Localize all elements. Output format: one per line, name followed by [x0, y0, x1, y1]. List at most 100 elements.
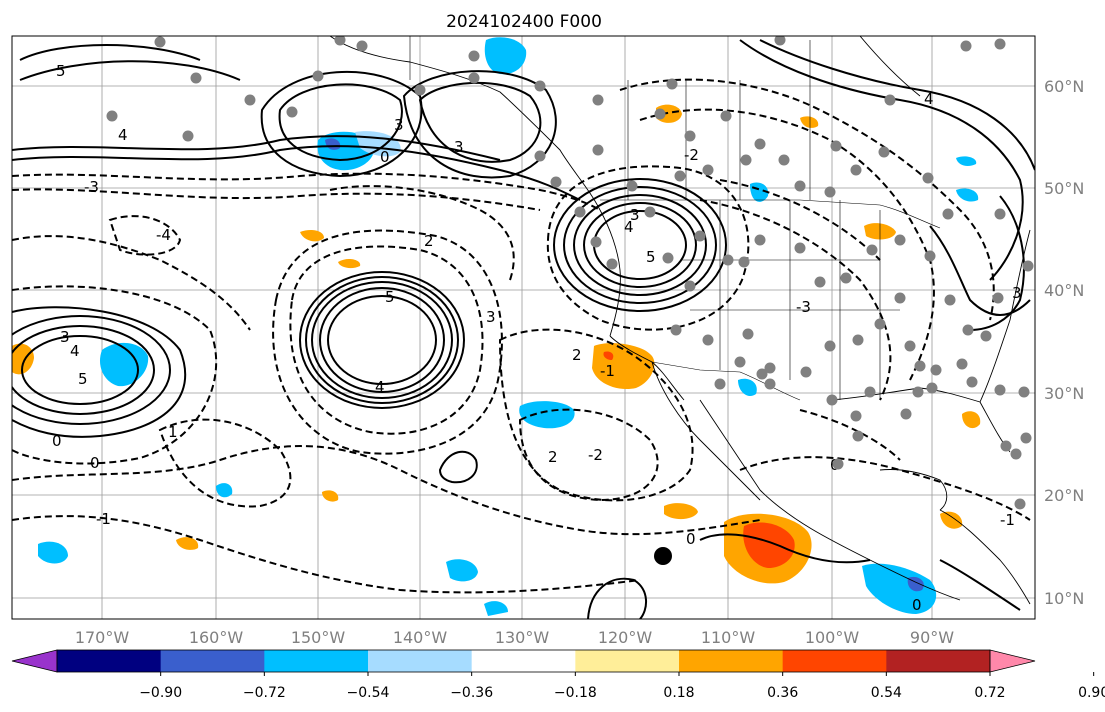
colorbar-tick-label: 0.18	[663, 685, 694, 701]
contour-north-dash-1	[12, 172, 601, 211]
station-dot	[756, 368, 768, 380]
station-dot	[714, 378, 726, 390]
contour-label-1: 1	[168, 423, 178, 441]
station-dot	[884, 94, 896, 106]
station-dot	[1020, 432, 1032, 444]
red-patch-baja	[603, 351, 614, 360]
station-dot	[778, 154, 790, 166]
contour-label-3f: 3	[1012, 284, 1022, 302]
contour-label-4c: 4	[70, 342, 80, 360]
alaska-coast	[329, 36, 601, 211]
contour-west-high-4	[12, 306, 187, 438]
station-dot	[414, 84, 426, 96]
contour-label-neg1b: -1	[96, 510, 111, 528]
station-dot	[800, 366, 812, 378]
station-dot	[994, 208, 1006, 220]
station-dot	[1022, 260, 1034, 272]
contour-aleutian-1	[278, 83, 403, 162]
station-dot	[738, 256, 750, 268]
contour-north-2	[12, 135, 501, 161]
us-canada-border	[600, 199, 941, 229]
cyan-patch-gulf-tehuantepec	[862, 563, 937, 614]
contour-label-0d: 0	[686, 530, 696, 548]
orange-patch-nw	[800, 116, 819, 128]
station-dot	[702, 334, 714, 346]
contour-label-layer: 5 4 3 2 1 0 -1 -2 -3 -4 5 4 3 3 3 0 3 4 …	[52, 62, 1022, 614]
contour-label-4d: 4	[924, 90, 934, 108]
latitude-label: 60°N	[1044, 77, 1084, 96]
station-dot	[1000, 440, 1012, 452]
contour-label-neg3: -3	[796, 298, 811, 316]
hudson-bay-coast	[859, 36, 921, 97]
contour-label-0b: 0	[380, 148, 390, 166]
station-dot	[666, 78, 678, 90]
station-dot	[764, 362, 776, 374]
contour-high-center-1	[327, 295, 437, 385]
station-dot	[694, 230, 706, 242]
station-dot	[592, 144, 604, 156]
contour-label-4b: 4	[624, 218, 634, 236]
contour-east-dash-4	[719, 179, 881, 261]
colorbar-segment	[886, 650, 991, 672]
station-dot	[894, 292, 906, 304]
contour-label-neg1: -1	[600, 362, 615, 380]
contour-label-2c: 2	[548, 448, 558, 466]
canada-west-coast	[599, 209, 621, 337]
station-dot	[840, 272, 852, 284]
contour-low-or-5	[553, 178, 727, 312]
station-dot	[244, 94, 256, 106]
station-dot	[994, 384, 1006, 396]
colorbar-extend-low	[11, 649, 58, 673]
contour-dash-west-2	[108, 215, 182, 256]
latitude-label: 40°N	[1044, 281, 1084, 300]
longitude-label: 90°W	[910, 628, 954, 647]
longitude-axis: 170°W 160°W 150°W 140°W 130°W 120°W 110°W 100°W…	[75, 628, 954, 647]
contour-layer	[12, 39, 1035, 619]
cyan-patch-gulf-mexico	[738, 378, 757, 397]
station-dot	[914, 360, 926, 372]
contour-sub-dash-6	[739, 456, 1031, 521]
orange-patch-pacific5	[664, 503, 698, 520]
station-dot	[190, 72, 202, 84]
colorbar-tick-label: −0.18	[554, 685, 597, 701]
orange-patch-pacific1	[300, 230, 324, 242]
colorbar-segment	[368, 650, 473, 672]
contour-low-or-2	[583, 202, 697, 288]
station-dot	[794, 180, 806, 192]
station-dot	[864, 386, 876, 398]
contour-label-5: 5	[385, 288, 395, 306]
station-dot	[684, 280, 696, 292]
contour-tropic-solid-1	[587, 577, 647, 619]
colorbar-outline	[56, 649, 991, 673]
colorbar-segment	[264, 650, 369, 672]
colorbar-tick-label: −0.36	[450, 685, 493, 701]
longitude-label: 160°W	[189, 628, 244, 647]
colorbar-tick-label: 0.36	[767, 685, 798, 701]
contour-dash-or-1	[546, 165, 750, 331]
longitude-label: 120°W	[598, 628, 653, 647]
station-dot	[674, 170, 686, 182]
station-dot	[832, 458, 844, 470]
station-dots	[106, 36, 1034, 510]
contour-label-4: 4	[375, 378, 385, 396]
contour-low-or-3	[573, 194, 707, 296]
station-dot	[740, 154, 752, 166]
latitude-label: 20°N	[1044, 486, 1084, 505]
colorbar	[11, 649, 1036, 673]
station-dot	[852, 334, 864, 346]
cyan-patch-canada	[956, 156, 977, 166]
station-dot	[654, 108, 666, 120]
us-mexico-border	[651, 361, 801, 401]
contour-label-3: 3	[486, 308, 496, 326]
station-dot	[468, 50, 480, 62]
station-dot	[852, 430, 864, 442]
contour-dash-west-1	[12, 235, 251, 331]
cyan-patch-central	[519, 401, 575, 429]
station-dot	[1010, 448, 1022, 460]
station-dot	[534, 80, 546, 92]
map-panel: 5 4 3 2 1 0 -1 -2 -3 -4 5 4 3 3 3 0 3 4 …	[11, 35, 1036, 620]
station-dot	[904, 340, 916, 352]
contour-label-0c: 0	[90, 454, 100, 472]
station-dot	[670, 324, 682, 336]
contour-dash-high-outer2	[272, 229, 503, 455]
